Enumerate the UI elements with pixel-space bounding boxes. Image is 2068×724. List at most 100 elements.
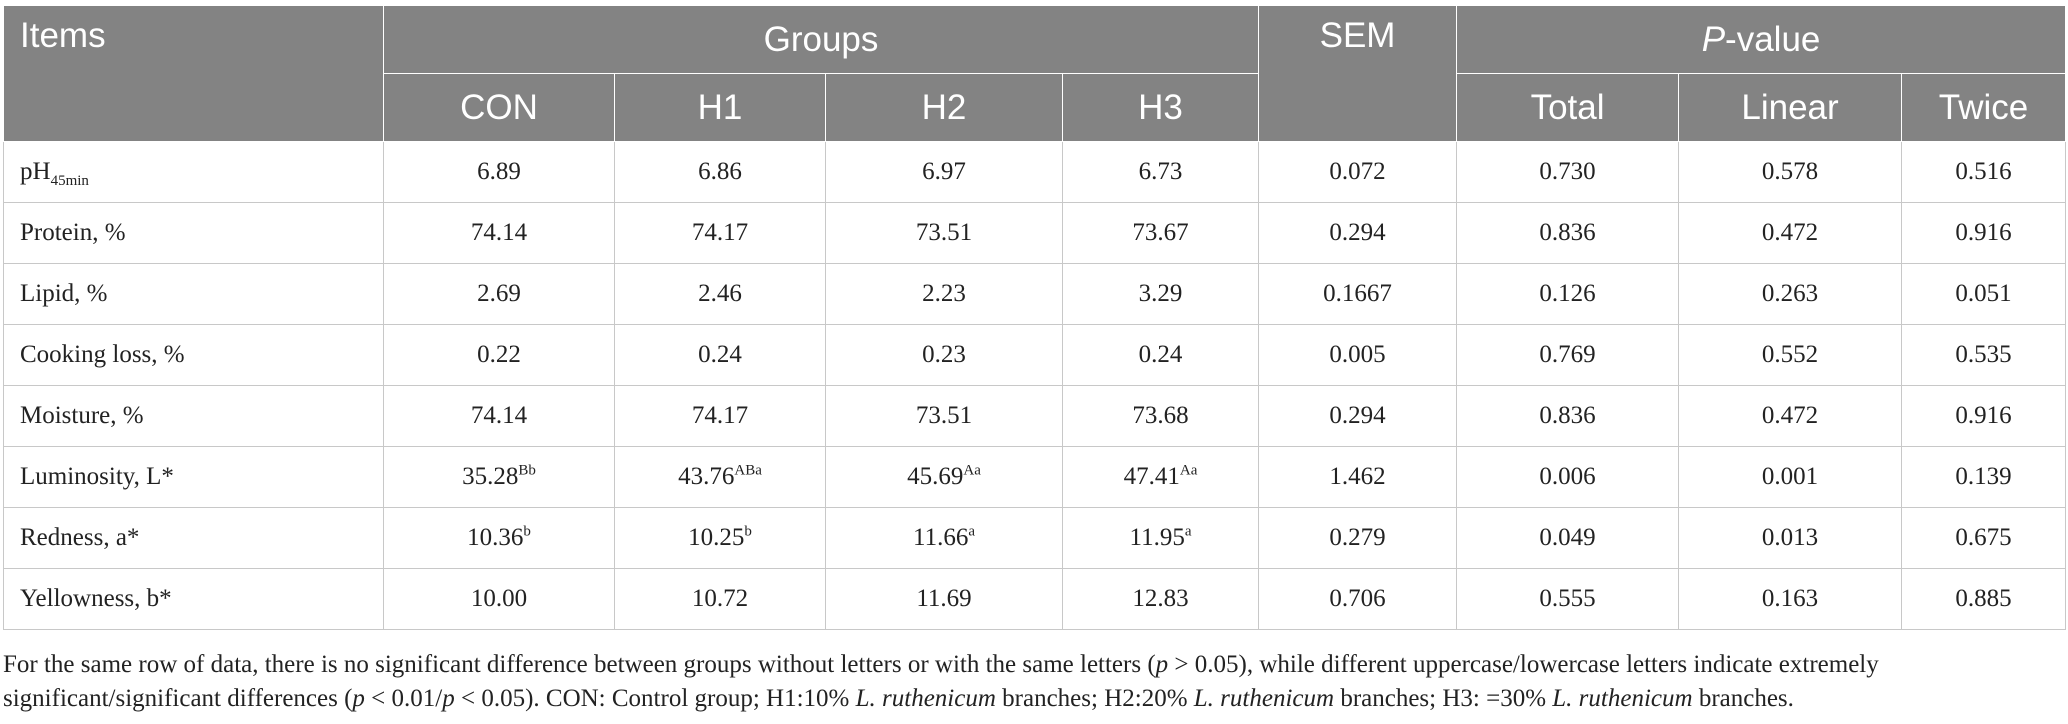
footnote-run: branches; H2:20% bbox=[995, 685, 1194, 712]
cell-significance-letters: b bbox=[523, 523, 531, 540]
cell-value: 11.66 bbox=[913, 524, 969, 551]
table-row: Redness, a* 10.36b 10.25b 11.66a 11.95a 0.279… bbox=[3, 507, 2067, 569]
table-cell: 0.013 bbox=[1678, 507, 1903, 569]
header-h2: H2 bbox=[825, 73, 1063, 142]
header-h3: H3 bbox=[1061, 73, 1260, 142]
table-cell: 43.76ABa bbox=[614, 446, 826, 508]
table-cell: 0.24 bbox=[1061, 324, 1260, 386]
footnote-run: L. ruthenicum bbox=[1552, 685, 1693, 712]
table-cell: 73.51 bbox=[825, 202, 1063, 264]
cell-value: 0.769 bbox=[1539, 341, 1596, 368]
cell-value: 0.126 bbox=[1539, 280, 1596, 307]
row-label: pH45min bbox=[3, 141, 384, 203]
row-label-text: Redness, a* bbox=[20, 524, 140, 551]
header-con: CON bbox=[383, 73, 615, 142]
cell-value: 74.14 bbox=[470, 219, 528, 246]
cell-value: 0.263 bbox=[1761, 280, 1819, 307]
table-cell: 10.36b bbox=[383, 507, 615, 569]
cell-value: 10.00 bbox=[470, 585, 528, 612]
cell-value: 0.535 bbox=[1955, 341, 2012, 368]
table-cell: 6.73 bbox=[1061, 141, 1260, 203]
table-row: pH45min 6.89 6.86 6.97 6.73 0.072 0.730 0.578 0.… bbox=[3, 141, 2067, 203]
cell-value: 0.049 bbox=[1539, 524, 1596, 551]
cell-value: 73.51 bbox=[915, 402, 973, 429]
results-table: Items Groups SEM P-value CON H1 H2 H3 To… bbox=[3, 5, 2067, 630]
table-cell: 6.97 bbox=[825, 141, 1063, 203]
cell-significance-letters: a bbox=[1184, 523, 1192, 540]
table-cell: 0.675 bbox=[1901, 507, 2067, 569]
table-cell: 12.83 bbox=[1061, 568, 1260, 630]
cell-value: 0.916 bbox=[1955, 219, 2012, 246]
cell-value: 35.28 bbox=[462, 463, 519, 490]
cell-significance-letters: ABa bbox=[734, 462, 762, 479]
cell-value: 0.552 bbox=[1761, 341, 1819, 368]
cell-value: 2.69 bbox=[477, 280, 521, 307]
cell-value: 0.24 bbox=[698, 341, 742, 368]
cell-value: 11.69 bbox=[916, 585, 972, 612]
footnote-run: L. ruthenicum bbox=[855, 685, 996, 712]
cell-value: 74.17 bbox=[691, 219, 749, 246]
table-cell: 0.706 bbox=[1258, 568, 1458, 630]
cell-value: 0.916 bbox=[1955, 402, 2012, 429]
table-row: Protein, % 74.14 74.17 73.51 73.67 0.294 0.836… bbox=[3, 202, 2067, 264]
table-cell: 1.462 bbox=[1258, 446, 1458, 508]
cell-value: 0.24 bbox=[1138, 341, 1183, 368]
row-label: Protein, % bbox=[3, 202, 384, 264]
table-row: Luminosity, L* 35.28Bb 43.76ABa 45.69Aa 47.4… bbox=[3, 446, 2067, 508]
table-cell: 0.005 bbox=[1258, 324, 1458, 386]
footnote-run: > 0.05), while different uppercase/lower… bbox=[3, 651, 1879, 712]
header-pvalue: P-value bbox=[1456, 5, 2067, 74]
footnote-run: < 0.01/ bbox=[364, 685, 443, 712]
header-sem: SEM bbox=[1258, 5, 1458, 142]
row-label-text: Protein, % bbox=[20, 219, 126, 246]
table-body: pH45min 6.89 6.86 6.97 6.73 0.072 0.730 0.578 0.… bbox=[3, 141, 2067, 630]
row-label: Cooking loss, % bbox=[3, 324, 384, 386]
cell-value: 0.675 bbox=[1955, 524, 2012, 551]
data-table-container: Items Groups SEM P-value CON H1 H2 H3 To… bbox=[3, 5, 2067, 630]
table-cell: 0.279 bbox=[1258, 507, 1458, 569]
cell-value: 0.730 bbox=[1539, 158, 1596, 185]
cell-value: 11.95 bbox=[1129, 524, 1185, 551]
table-cell: 45.69Aa bbox=[825, 446, 1063, 508]
cell-value: 0.706 bbox=[1329, 585, 1386, 612]
table-cell: 0.916 bbox=[1901, 202, 2067, 264]
table-row: Cooking loss, % 0.22 0.24 0.23 0.24 0.005 0.76… bbox=[3, 324, 2067, 386]
row-label: Luminosity, L* bbox=[3, 446, 384, 508]
table-cell: 0.163 bbox=[1678, 568, 1903, 630]
table-cell: 35.28Bb bbox=[383, 446, 615, 508]
table-cell: 0.051 bbox=[1901, 263, 2067, 325]
cell-value: 73.68 bbox=[1132, 402, 1189, 429]
table-cell: 0.001 bbox=[1678, 446, 1903, 508]
footnote-run: < 0.05). CON: Control group; H1:10% bbox=[454, 685, 856, 712]
cell-value: 0.139 bbox=[1955, 463, 2012, 490]
header-total: Total bbox=[1456, 73, 1680, 142]
footnote-run: branches. bbox=[1692, 685, 1794, 712]
table-cell: 0.578 bbox=[1678, 141, 1903, 203]
cell-value: 6.89 bbox=[477, 158, 521, 185]
cell-value: 0.013 bbox=[1761, 524, 1819, 551]
row-label: Yellowness, b* bbox=[3, 568, 384, 630]
table-cell: 0.139 bbox=[1901, 446, 2067, 508]
cell-value: 0.001 bbox=[1761, 463, 1819, 490]
header-h1: H1 bbox=[614, 73, 826, 142]
table-cell: 2.23 bbox=[825, 263, 1063, 325]
table-cell: 0.126 bbox=[1456, 263, 1680, 325]
footnote-run: p bbox=[352, 685, 365, 712]
header-row-sub: CON H1 H2 H3 Total Linear Twice bbox=[4, 73, 2067, 142]
row-label-text: Luminosity, L* bbox=[20, 463, 174, 490]
table-cell: 0.072 bbox=[1258, 141, 1458, 203]
header-pvalue-p: P bbox=[1701, 19, 1726, 59]
table-cell: 6.89 bbox=[383, 141, 615, 203]
footnote-run: p bbox=[1155, 651, 1169, 678]
cell-value: 6.97 bbox=[922, 158, 966, 185]
cell-value: 10.25 bbox=[688, 524, 745, 551]
cell-significance-letters: a bbox=[968, 523, 975, 540]
table-cell: 0.552 bbox=[1678, 324, 1903, 386]
table-cell: 11.69 bbox=[825, 568, 1063, 630]
cell-value: 74.14 bbox=[470, 402, 528, 429]
cell-value: 0.472 bbox=[1761, 402, 1819, 429]
table-cell: 74.14 bbox=[383, 202, 615, 264]
table-cell: 0.836 bbox=[1456, 202, 1680, 264]
cell-value: 73.67 bbox=[1132, 219, 1189, 246]
header-pvalue-suffix: -value bbox=[1725, 19, 1821, 59]
